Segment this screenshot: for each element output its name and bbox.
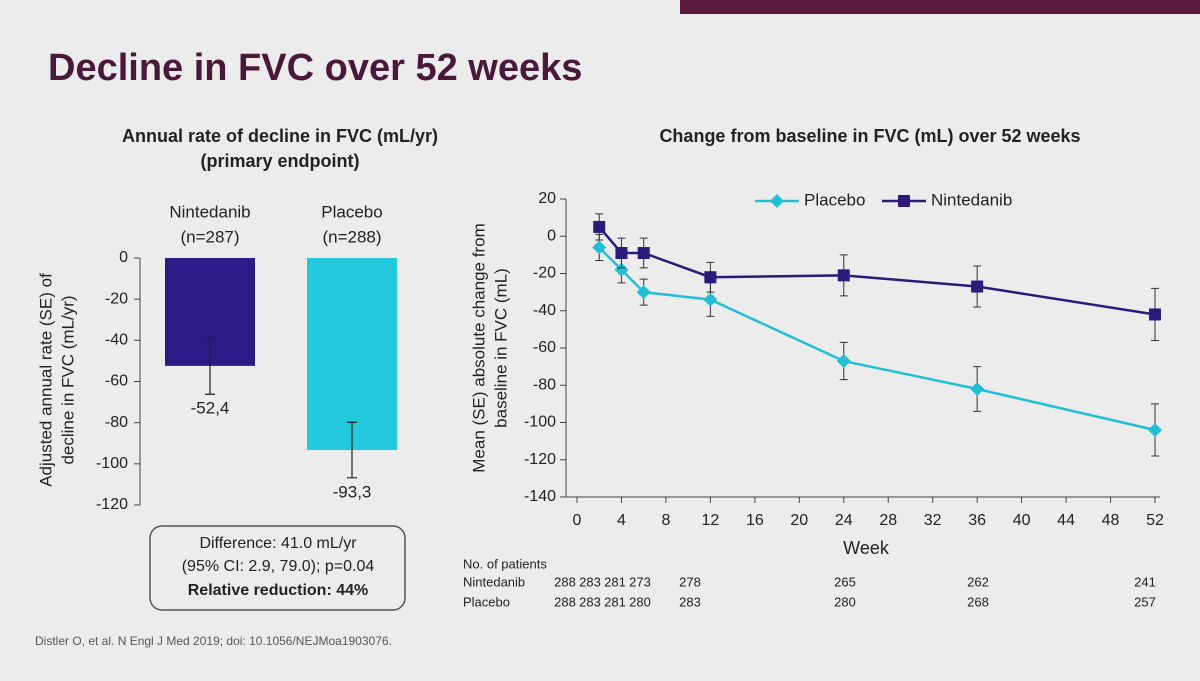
marker xyxy=(637,247,650,260)
y-tick-label: 20 xyxy=(538,190,556,207)
patients-count: 278 xyxy=(679,574,701,589)
y-axis-label: baseline in FVC (mL) xyxy=(491,268,510,428)
patients-count: 288 xyxy=(554,594,576,609)
patients-count: 281 xyxy=(604,574,626,589)
y-axis-label: decline in FVC (mL/yr) xyxy=(58,295,77,464)
legend-label: Placebo xyxy=(804,190,865,209)
patients-count: 257 xyxy=(1134,594,1156,609)
top-bar xyxy=(680,0,1200,14)
marker xyxy=(615,247,628,260)
category-label: Nintedanib xyxy=(169,202,250,221)
difference-line: Difference: 41.0 mL/yr xyxy=(199,535,357,552)
legend-label: Nintedanib xyxy=(931,190,1012,209)
slide-title: Decline in FVC over 52 weeks xyxy=(48,47,582,89)
x-tick-label: 48 xyxy=(1102,512,1120,529)
x-tick-label: 32 xyxy=(924,512,942,529)
difference-line: (95% CI: 2.9, 79.0); p=0.04 xyxy=(182,558,375,575)
y-tick-label: -40 xyxy=(105,332,128,349)
patients-title: No. of patients xyxy=(463,556,547,571)
marker xyxy=(592,240,607,255)
y-tick-label: -20 xyxy=(105,290,128,307)
y-tick-label: -80 xyxy=(533,376,556,393)
patients-count: 280 xyxy=(834,594,856,609)
y-tick-label: -120 xyxy=(524,451,556,468)
patients-count: 281 xyxy=(604,594,626,609)
y-tick-label: -20 xyxy=(533,265,556,282)
marker xyxy=(971,280,984,293)
y-axis-label: Mean (SE) absolute change from xyxy=(469,223,488,472)
patients-row-name: Nintedanib xyxy=(463,574,525,589)
patients-count: 273 xyxy=(629,574,651,589)
patients-count: 241 xyxy=(1134,574,1156,589)
citation: Distler O, et al. N Engl J Med 2019; doi… xyxy=(35,634,392,648)
category-note: (n=288) xyxy=(322,227,381,246)
y-tick-label: -140 xyxy=(524,488,556,505)
error-bar xyxy=(205,336,215,395)
patients-count: 268 xyxy=(967,594,989,609)
y-tick-label: -40 xyxy=(533,302,556,319)
marker xyxy=(1149,308,1161,321)
patients-count: 262 xyxy=(967,574,989,589)
legend-marker xyxy=(770,194,784,208)
legend-marker xyxy=(898,195,910,207)
y-tick-label: -120 xyxy=(96,496,128,513)
x-tick-label: 8 xyxy=(661,512,670,529)
x-tick-label: 44 xyxy=(1057,512,1075,529)
marker xyxy=(636,285,651,300)
x-tick-label: 20 xyxy=(790,512,808,529)
value-label: -52,4 xyxy=(191,399,230,418)
patients-row-name: Placebo xyxy=(463,594,510,609)
x-tick-label: 4 xyxy=(617,512,626,529)
marker xyxy=(1148,422,1162,437)
patients-count: 283 xyxy=(579,574,601,589)
chart-title: Annual rate of decline in FVC (mL/yr) xyxy=(122,126,438,146)
x-tick-label: 12 xyxy=(701,512,719,529)
patients-count: 283 xyxy=(679,594,701,609)
marker xyxy=(614,262,629,277)
category-label: Placebo xyxy=(321,202,382,221)
difference-box xyxy=(149,525,406,611)
y-tick-label: 0 xyxy=(119,249,128,266)
x-tick-label: 40 xyxy=(1013,512,1031,529)
chart-title: (primary endpoint) xyxy=(200,151,359,171)
marker xyxy=(836,354,851,369)
marker xyxy=(593,220,606,233)
x-tick-label: 0 xyxy=(573,512,582,529)
y-tick-label: -100 xyxy=(96,455,128,472)
x-tick-label: 52 xyxy=(1146,512,1164,529)
y-tick-label: -100 xyxy=(524,414,556,431)
y-tick-label: -80 xyxy=(105,414,128,431)
bar xyxy=(307,258,397,451)
difference-line: Relative reduction: 44% xyxy=(188,582,369,599)
x-axis-label: Week xyxy=(843,538,890,558)
error-bar xyxy=(347,421,357,479)
x-tick-label: 16 xyxy=(746,512,764,529)
value-label: -93,3 xyxy=(333,482,372,501)
y-tick-label: -60 xyxy=(533,339,556,356)
y-axis-label: Adjusted annual rate (SE) of xyxy=(36,273,55,487)
marker xyxy=(970,381,985,396)
patients-count: 280 xyxy=(629,594,651,609)
x-tick-label: 36 xyxy=(968,512,986,529)
patients-count: 283 xyxy=(579,594,601,609)
category-note: (n=287) xyxy=(180,227,239,246)
x-tick-label: 24 xyxy=(835,512,853,529)
patients-count: 288 xyxy=(554,574,576,589)
marker xyxy=(703,292,718,307)
chart-title: Change from baseline in FVC (mL) over 52… xyxy=(659,126,1080,146)
marker xyxy=(837,269,850,282)
y-tick-label: -60 xyxy=(105,373,128,390)
patients-count: 265 xyxy=(834,574,856,589)
y-tick-label: 0 xyxy=(547,227,556,244)
marker xyxy=(704,271,717,284)
x-tick-label: 28 xyxy=(879,512,897,529)
